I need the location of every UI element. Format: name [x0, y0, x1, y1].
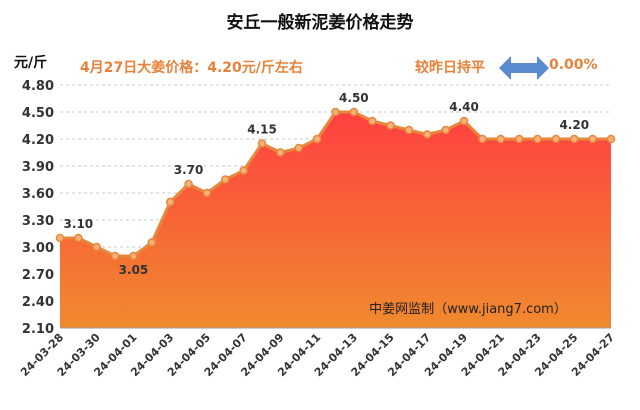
data-point: [312, 134, 322, 144]
area-fill: [60, 112, 611, 328]
data-point: [551, 134, 561, 144]
data-label: 4.50: [339, 91, 369, 105]
data-point: [606, 134, 616, 144]
data-point: [221, 175, 230, 184]
watermark: 中姜网监制（www.jiang7.com）: [369, 302, 567, 317]
data-point: [55, 233, 65, 243]
data-point: [533, 134, 542, 144]
data-point: [276, 148, 285, 157]
y-tick-label: 3.30: [22, 214, 54, 229]
change-value: 0.00%: [549, 57, 598, 73]
data-point: [367, 116, 377, 126]
data-point: [147, 238, 157, 247]
data-point: [496, 134, 506, 144]
data-point: [386, 121, 395, 130]
y-tick-label: 4.50: [22, 106, 54, 121]
data-label: 4.15: [247, 123, 277, 137]
y-tick-label: 3.90: [22, 160, 54, 175]
data-point: [514, 134, 524, 144]
price-info: 4月27日大姜价格：4.20元/斤左右: [80, 60, 303, 76]
data-point: [202, 188, 212, 198]
data-point: [294, 143, 304, 153]
data-label: 3.10: [64, 217, 94, 231]
data-point: [239, 166, 248, 175]
data-point: [74, 233, 83, 243]
data-point: [110, 251, 120, 261]
data-point: [588, 134, 597, 144]
data-point: [423, 130, 432, 139]
data-point: [331, 107, 340, 117]
data-point: [570, 134, 579, 144]
data-point: [459, 116, 469, 126]
y-tick-label: 2.40: [22, 295, 54, 310]
y-tick-label: 2.10: [22, 322, 54, 337]
data-point: [257, 139, 267, 148]
data-point: [404, 125, 414, 135]
data-label: 3.70: [174, 163, 204, 177]
y-tick-label: 3.00: [22, 241, 54, 256]
data-point: [165, 197, 175, 207]
data-point: [349, 107, 359, 117]
y-tick-label: 3.60: [22, 187, 54, 202]
data-point: [478, 134, 487, 144]
y-tick-label: 2.70: [22, 268, 54, 283]
y-tick-label: 4.80: [22, 79, 54, 94]
change-label: 较昨日持平: [415, 60, 485, 76]
data-label: 4.40: [449, 100, 479, 114]
data-point: [441, 125, 450, 135]
data-point: [184, 179, 193, 189]
data-point: [129, 251, 138, 261]
chart-title: 安丘一般新泥姜价格走势: [226, 13, 414, 33]
y-axis-unit: 元/斤: [14, 55, 48, 71]
y-tick-label: 4.20: [22, 133, 54, 148]
data-point: [92, 242, 101, 252]
double-arrow-icon: [499, 56, 549, 80]
data-label: 4.20: [559, 118, 589, 132]
data-label: 3.05: [119, 263, 149, 277]
